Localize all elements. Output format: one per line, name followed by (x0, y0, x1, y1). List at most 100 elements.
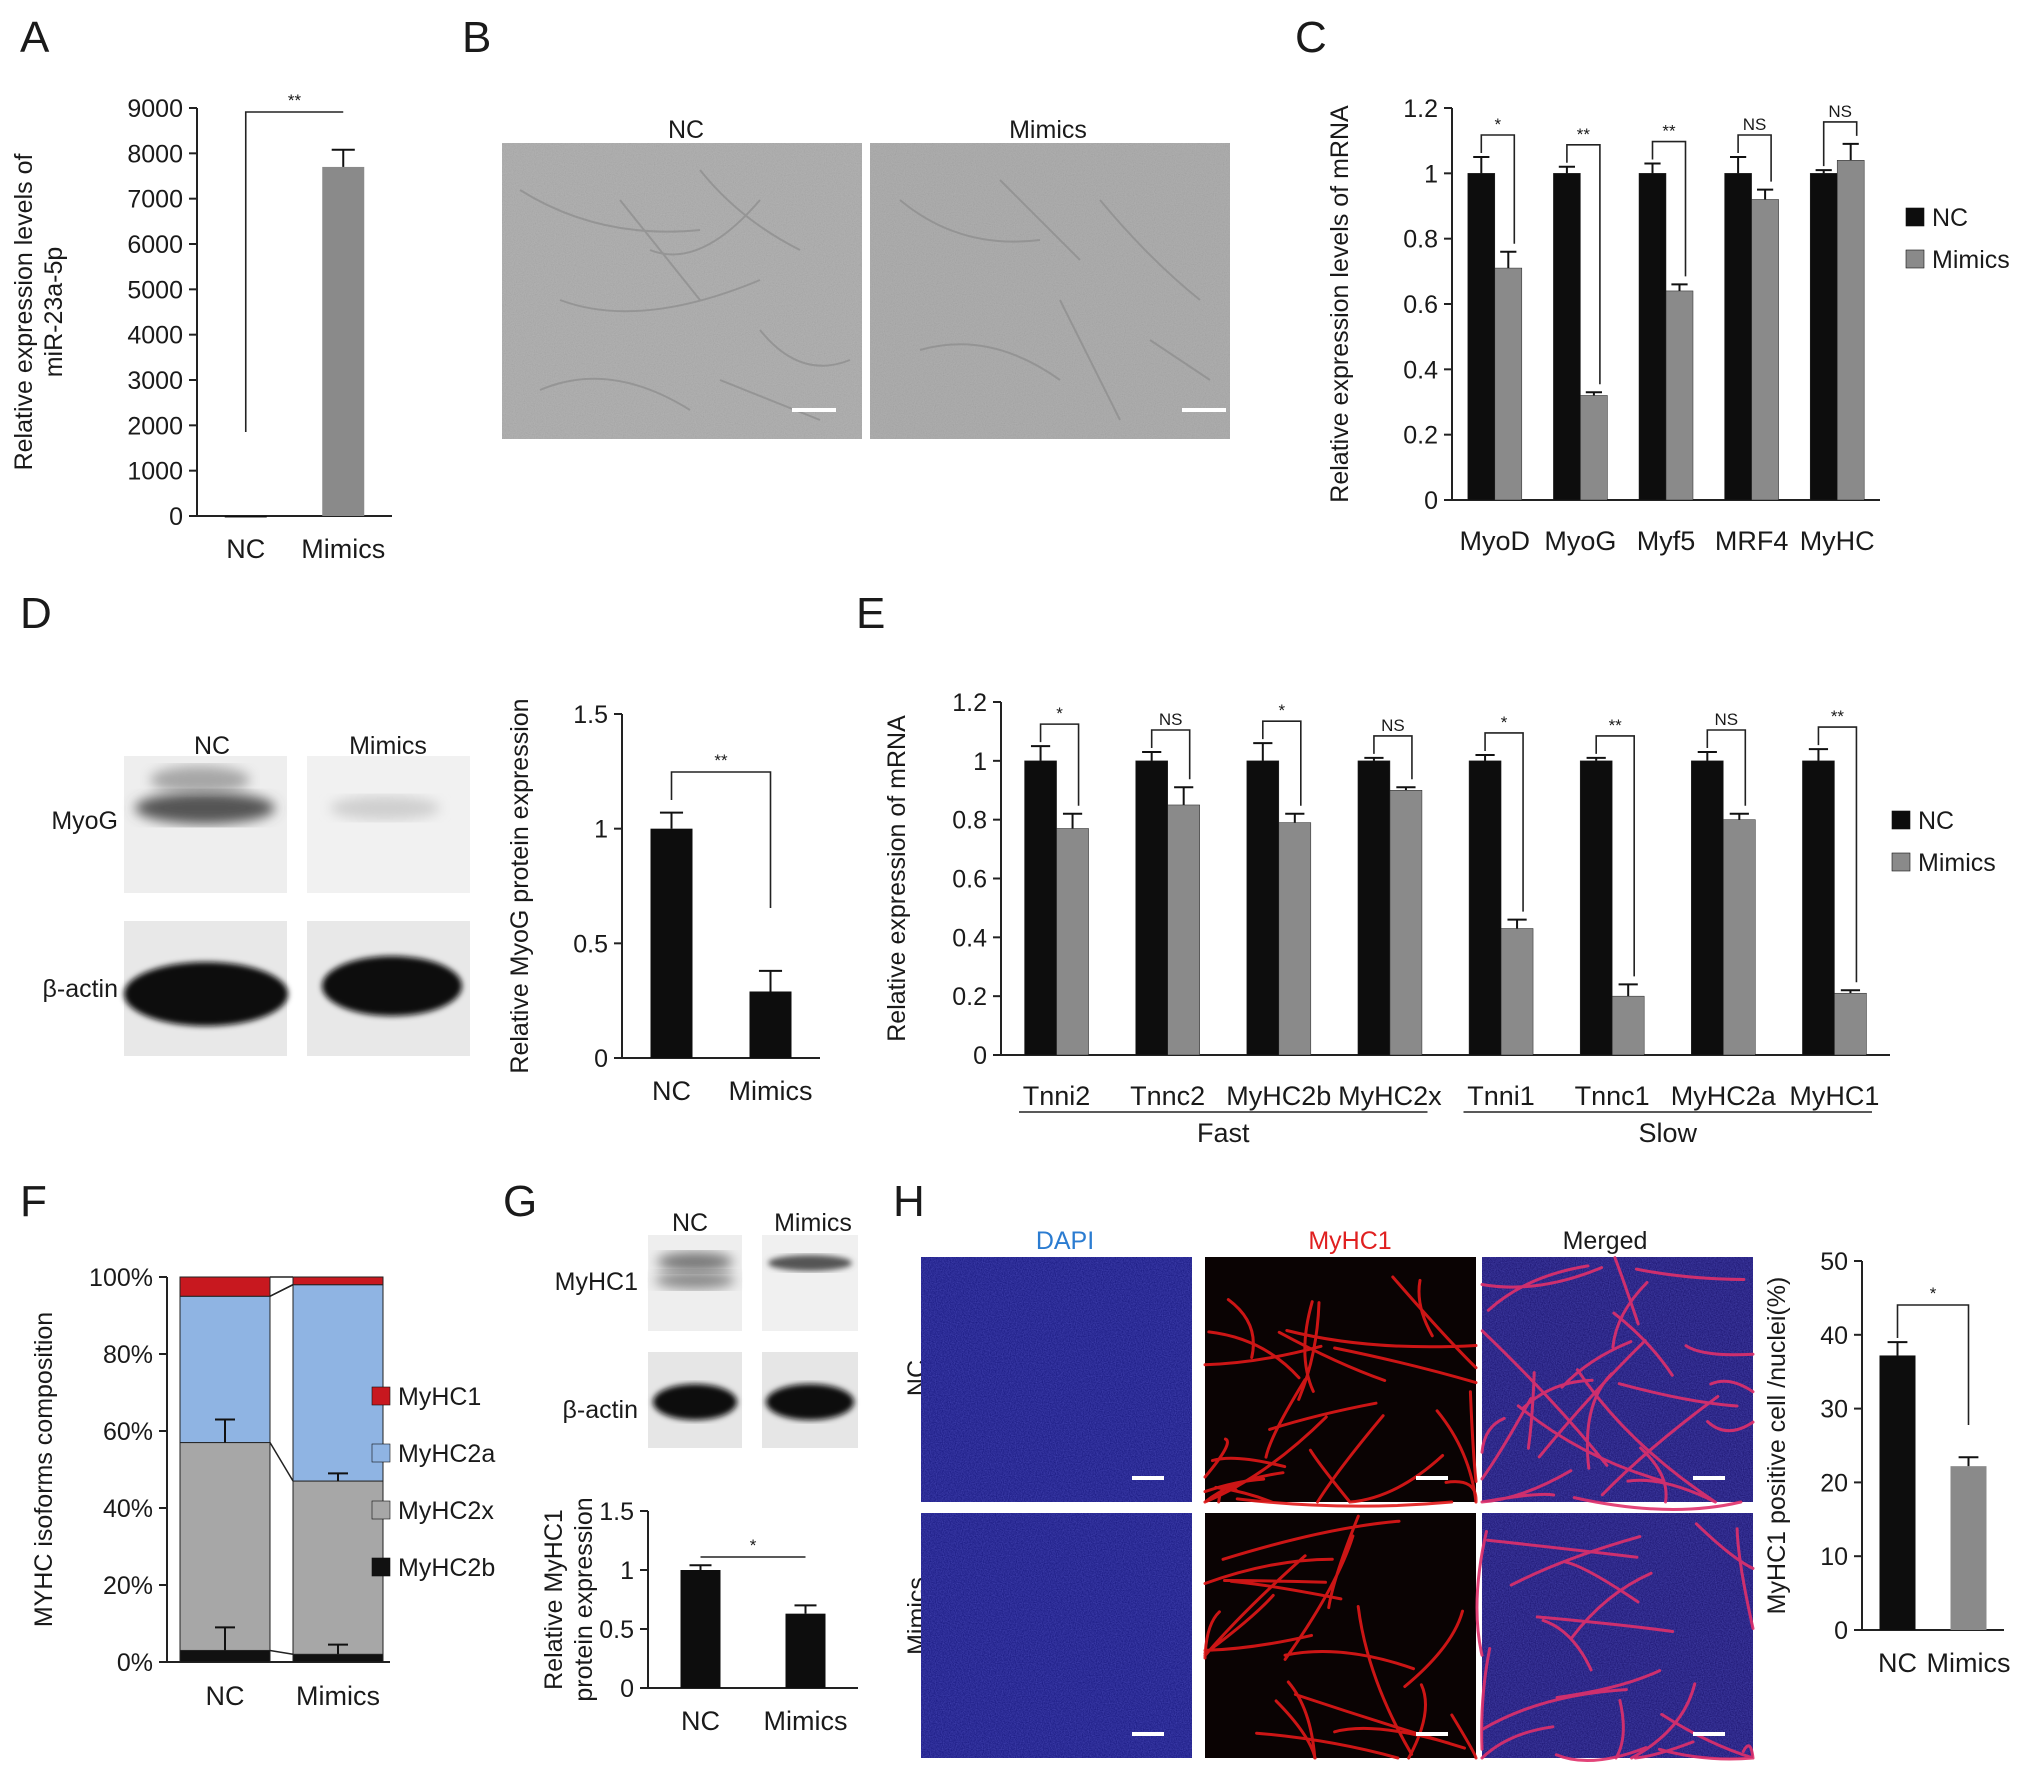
significance-label: NS (1159, 710, 1183, 729)
significance-bracket (1737, 134, 1772, 182)
x-tick-label: MyHC (1800, 526, 1875, 556)
myotube-fibers (1203, 1514, 1478, 1760)
blot-lane-label-nc: NC (672, 1209, 708, 1237)
fluorescence-tile (1205, 1257, 1476, 1502)
legend-swatch (371, 1557, 391, 1577)
bar (650, 828, 693, 1058)
y-tick-label: 1 (620, 1557, 634, 1585)
x-tick-label: MyHC2a (1671, 1081, 1777, 1111)
legend-label: Mimics (1918, 849, 1996, 877)
bar (1167, 804, 1200, 1056)
bar (1135, 760, 1168, 1056)
panel-letter-g: G (503, 1177, 537, 1226)
fluorescence-tile (1205, 1513, 1476, 1758)
y-tick-label: 10 (1820, 1543, 1848, 1571)
significance-bracket (244, 111, 344, 432)
bar (1638, 173, 1667, 501)
x-tick-label: Mimics (729, 1076, 813, 1106)
x-tick-label: Tnnc2 (1130, 1081, 1205, 1111)
panel-letter-d: D (20, 589, 52, 638)
y-tick-label: 1.5 (599, 1498, 634, 1526)
scale-bar (1416, 1476, 1448, 1480)
micrograph-label-nc: NC (668, 116, 704, 144)
x-tick-label: NC (681, 1706, 720, 1736)
chart-h: 0 10 20 30 40 50 MyHC1 positive cell /nuclei(%… (1763, 1248, 2010, 1678)
western-blot-beta-actin (648, 1352, 858, 1448)
scale-bar (1132, 1732, 1164, 1736)
bar (1809, 173, 1838, 501)
significance-bracket (1150, 729, 1191, 780)
group-label: Slow (1638, 1118, 1697, 1148)
chart-d: 0 0.5 1 1.5 Relative MyoG protein expression… (506, 698, 820, 1106)
chart-f: 0% 20% 40% 60% 80% 100% MYHC isoforms composit… (30, 1264, 495, 1711)
panel-letter-h: H (893, 1177, 925, 1226)
x-tick-label: Tnni2 (1023, 1081, 1091, 1111)
stacked-bar-segment (179, 1442, 271, 1651)
y-tick-label: 1 (1424, 160, 1438, 188)
y-tick-label: 2000 (127, 412, 183, 440)
x-tick-label: MyoG (1544, 526, 1616, 556)
blot-lane-label-mimics: Mimics (349, 732, 427, 760)
y-axis-label: MYHC isoforms composition (30, 1312, 58, 1627)
legend-label: MyHC2x (398, 1497, 494, 1525)
connector-line (269, 1284, 294, 1297)
bar (322, 166, 365, 516)
y-tick-label: 1 (973, 748, 987, 776)
bar (1579, 760, 1613, 1056)
immunofluorescence-grid (921, 1256, 1755, 1763)
y-tick-label: 9000 (127, 95, 183, 123)
y-tick-label: 0 (1424, 487, 1438, 515)
y-tick-label: 0.5 (599, 1616, 634, 1644)
blot-row-label-myog: MyoG (51, 807, 118, 835)
panel-letter-f: F (20, 1177, 47, 1226)
y-tick-label: 20% (103, 1572, 153, 1600)
bar (1751, 199, 1779, 501)
y-tick-label: 1.2 (952, 689, 987, 717)
significance-bracket (1595, 735, 1635, 977)
significance-label: * (1501, 713, 1508, 732)
x-tick-label: Tnni1 (1467, 1081, 1535, 1111)
myotube-fibers (1475, 1522, 1755, 1763)
y-tick-label: 0 (973, 1042, 987, 1070)
legend-swatch (371, 1386, 391, 1406)
bar (680, 1570, 721, 1688)
significance-bracket (1822, 121, 1858, 167)
bar (1950, 1466, 1987, 1630)
bar (1024, 760, 1057, 1056)
y-tick-label: 0.2 (1403, 422, 1438, 450)
stacked-bar-segment (292, 1276, 384, 1286)
y-tick-label: 0.6 (952, 866, 987, 894)
panel-letter-e: E (856, 589, 885, 638)
y-tick-label: 20 (1820, 1469, 1848, 1497)
legend-swatch (1905, 249, 1925, 269)
x-tick-label: MyHC2b (1226, 1081, 1331, 1111)
significance-label: ** (1577, 125, 1591, 144)
legend-label: NC (1918, 807, 1954, 835)
significance-bracket (1706, 729, 1747, 806)
stacked-bar-segment (179, 1276, 271, 1297)
blot-row-label-beta-actin: β-actin (42, 975, 118, 1003)
x-tick-label: Mimics (301, 534, 385, 564)
if-column-title-myhc1: MyHC1 (1308, 1227, 1391, 1255)
bar (1724, 173, 1752, 501)
panel-g: G NC Mimics MyHC1 β-actin 0 0.5 1 1.5 Relati… (503, 1177, 858, 1736)
micrograph-label-mimics: Mimics (1009, 116, 1087, 144)
y-tick-label: 50 (1820, 1248, 1848, 1276)
bar (1580, 395, 1608, 501)
x-tick-label: NC (1878, 1648, 1917, 1678)
y-axis-label: Relative expression levels of (10, 154, 38, 471)
y-tick-label: 0.6 (1403, 291, 1438, 319)
western-blot-beta-actin (124, 921, 470, 1056)
y-axis-label: miR-23a-5p (40, 247, 68, 378)
y-tick-label: 8000 (127, 140, 183, 168)
y-tick-label: 100% (89, 1264, 153, 1292)
blot-lane-label-mimics: Mimics (774, 1209, 852, 1237)
y-tick-label: 40% (103, 1495, 153, 1523)
y-tick-label: 0 (620, 1675, 634, 1703)
y-tick-label: 6000 (127, 231, 183, 259)
significance-bracket (1480, 134, 1516, 244)
y-tick-label: 0 (1834, 1617, 1848, 1645)
scale-bar (1693, 1476, 1725, 1480)
y-tick-label: 1.5 (573, 701, 608, 729)
scale-bar (792, 408, 836, 412)
